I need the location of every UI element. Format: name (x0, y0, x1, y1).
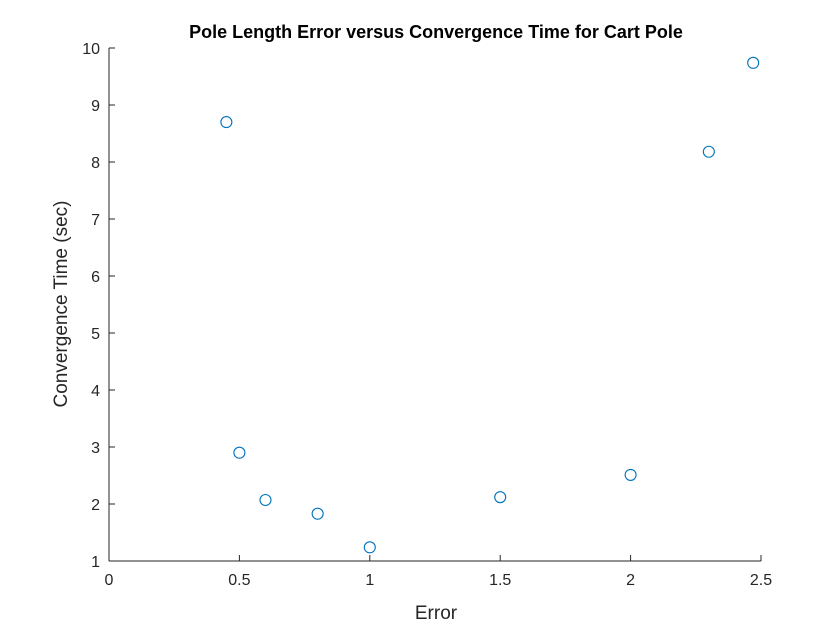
data-point (311, 507, 324, 520)
y-tick-label: 6 (91, 269, 100, 286)
data-point (220, 116, 233, 129)
x-tick-label: 0 (105, 572, 114, 589)
plot-area: 0 0.5 1 1.5 2 2.5 1 2 3 4 5 6 7 8 9 10 (82, 41, 772, 589)
x-tick-label: 0.5 (228, 572, 250, 589)
data-point (363, 541, 376, 554)
y-tick-label: 2 (91, 497, 100, 514)
data-point (747, 56, 760, 69)
y-tick-label: 9 (91, 98, 100, 115)
x-tick-label: 2.5 (750, 572, 772, 589)
x-tick-label: 1 (365, 572, 374, 589)
data-point (259, 493, 272, 507)
y-tick-label: 4 (91, 383, 100, 400)
y-tick-label: 10 (82, 41, 100, 58)
y-tick-label: 1 (91, 554, 100, 571)
y-tick-label: 5 (91, 326, 100, 343)
data-point (233, 446, 246, 459)
x-tick-label: 1.5 (489, 572, 511, 589)
x-axis-label: Error (415, 603, 458, 624)
y-tick-label: 7 (91, 212, 100, 229)
y-tick-label: 3 (91, 440, 100, 457)
x-tick-label: 2 (626, 572, 635, 589)
y-axis-label: Convergence Time (sec) (51, 201, 72, 408)
data-point (702, 145, 715, 158)
data-point (624, 468, 637, 481)
data-point (494, 491, 507, 504)
chart-title: Pole Length Error versus Convergence Tim… (189, 22, 683, 42)
y-tick-label: 8 (91, 155, 100, 172)
